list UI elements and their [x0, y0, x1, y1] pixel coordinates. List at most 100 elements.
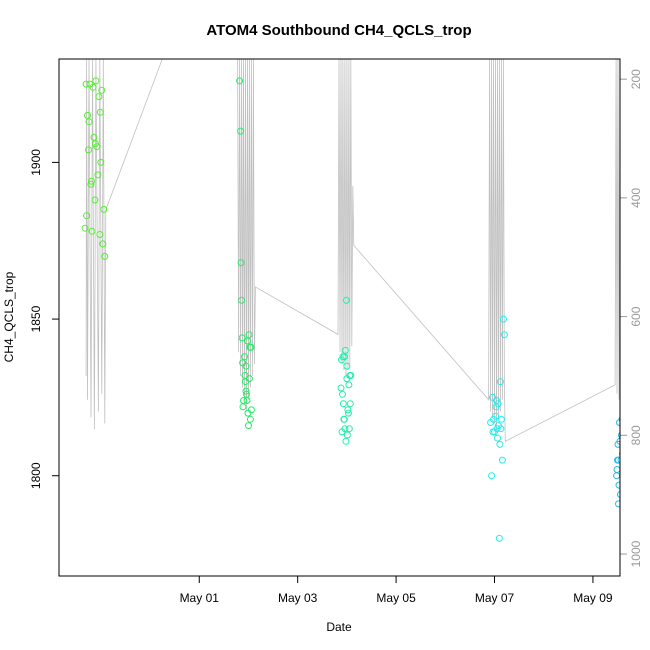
data-point: [614, 440, 620, 448]
data-point: [496, 378, 504, 386]
data-point: [616, 437, 620, 445]
x-tick-label: May 07: [475, 591, 515, 605]
data-point: [239, 403, 247, 411]
data-point: [237, 259, 245, 267]
data-point: [343, 362, 351, 370]
data-point: [615, 500, 620, 508]
x-tick-label: May 09: [573, 591, 613, 605]
data-point: [238, 296, 246, 304]
data-point: [89, 83, 97, 91]
data-point: [340, 415, 348, 423]
data-point: [236, 77, 244, 85]
x-tick-label: May 01: [180, 591, 220, 605]
data-point: [497, 425, 505, 433]
data-point: [492, 412, 499, 420]
data-point: [94, 171, 102, 179]
y2-tick-label: 1000: [629, 540, 643, 567]
data-point: [244, 337, 251, 345]
x-tick-label: May 03: [278, 591, 318, 605]
data-point: [90, 133, 98, 141]
series-2: [236, 77, 255, 430]
data-point: [242, 362, 250, 370]
data-point: [617, 491, 620, 498]
data-point: [613, 466, 620, 473]
data-point: [97, 158, 105, 166]
data-point: [347, 372, 355, 379]
data-point: [337, 384, 345, 392]
data-point: [92, 77, 100, 85]
data-point: [619, 556, 620, 559]
data-point: [617, 456, 620, 464]
data-point: [237, 127, 245, 135]
y2-tick-label: 400: [629, 188, 643, 208]
data-point: [243, 397, 251, 404]
data-point: [497, 415, 505, 423]
data-point: [87, 180, 95, 188]
data-points: [81, 77, 620, 559]
data-point: [99, 240, 107, 248]
x-tick-label: May 05: [376, 591, 416, 605]
data-point: [85, 118, 93, 126]
data-point: [495, 534, 503, 542]
data-point: [615, 456, 620, 464]
data-point: [82, 80, 90, 88]
x-axis-label: Date: [326, 620, 352, 634]
chart-title: ATOM4 Southbound CH4_QCLS_trop: [206, 22, 471, 39]
plot-area: [58, 58, 621, 577]
data-point: [88, 177, 95, 185]
data-point: [242, 378, 249, 386]
data-point: [84, 111, 91, 119]
data-point: [100, 205, 108, 213]
y-tick-label: 1800: [29, 462, 43, 489]
data-point: [95, 93, 103, 101]
data-point: [101, 252, 109, 260]
data-point: [88, 227, 96, 235]
data-point: [345, 425, 353, 433]
data-point: [343, 431, 351, 439]
data-point: [488, 472, 496, 480]
y2-tick-label: 800: [629, 425, 643, 445]
data-point: [618, 416, 620, 423]
data-point: [500, 331, 508, 339]
data-point: [246, 415, 254, 423]
series-1: [81, 77, 109, 260]
series-3: [337, 296, 355, 445]
data-point: [615, 481, 620, 489]
data-point: [499, 315, 507, 323]
data-point: [241, 353, 248, 361]
data-point: [494, 434, 501, 442]
data-point: [341, 425, 349, 433]
data-point: [247, 406, 255, 414]
data-point: [242, 387, 250, 395]
data-point: [91, 196, 99, 204]
data-point: [238, 334, 246, 342]
data-point: [96, 231, 104, 238]
data-point: [342, 437, 350, 445]
data-point: [245, 422, 252, 430]
data-point: [247, 343, 255, 351]
data-point: [498, 456, 506, 464]
data-point: [339, 400, 347, 408]
data-point: [81, 224, 89, 232]
data-point: [344, 406, 352, 414]
data-point: [345, 381, 353, 389]
data-point: [493, 425, 501, 433]
x-axis: May 01 May 03 May 05 May 07 May 09: [180, 575, 613, 605]
y2-axis: 200 400 600 800 1000: [619, 69, 643, 567]
data-point: [342, 296, 350, 304]
data-point: [339, 390, 346, 398]
series-4: [487, 315, 508, 542]
data-point: [618, 431, 620, 439]
data-point: [344, 409, 352, 417]
data-point: [245, 331, 253, 339]
data-point: [83, 212, 91, 220]
data-point: [613, 472, 620, 480]
y2-tick-label: 600: [629, 306, 643, 326]
y-axis: 1800 1850 1900: [29, 149, 60, 489]
data-point: [494, 400, 502, 408]
data-point: [341, 346, 349, 354]
data-point: [85, 146, 92, 154]
y-tick-label: 1850: [29, 305, 43, 332]
series-5: [613, 416, 620, 559]
